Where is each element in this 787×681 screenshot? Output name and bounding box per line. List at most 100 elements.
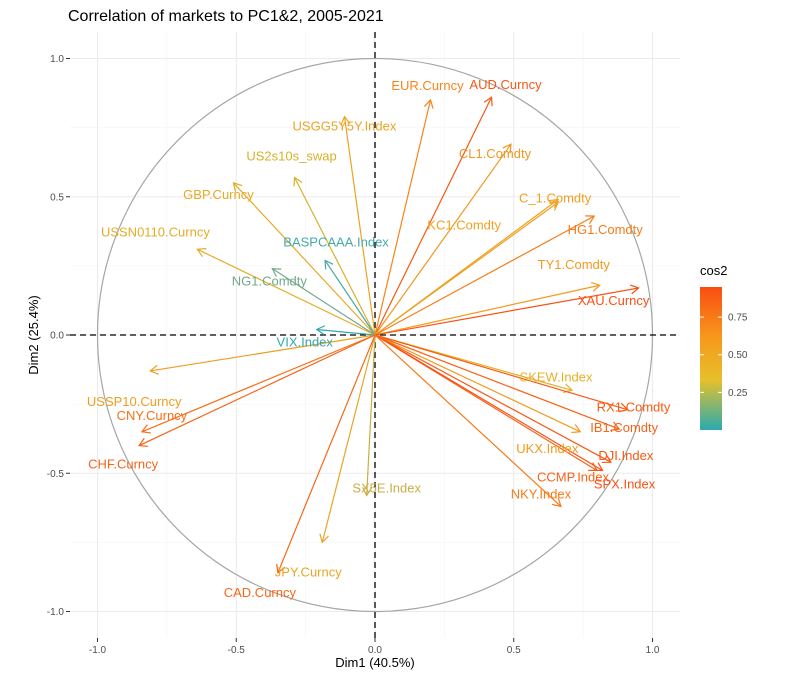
arrow-UKX.Index [374, 334, 581, 433]
label-NG1.Comdty: NG1.Comdty [232, 274, 308, 289]
legend-colorbar [700, 287, 722, 430]
arrowhead-USGG5Y5Y.Index [340, 115, 351, 126]
label-XAU.Curncy: XAU.Curncy [578, 293, 650, 308]
label-US2s10s_swap: US2s10s_swap [246, 148, 336, 163]
arrow-SX5E.Index [366, 334, 376, 496]
label-AUD.Curncy: AUD.Curncy [469, 77, 542, 92]
arrowhead-HG1.Comdty [585, 215, 596, 225]
x-tick-label: 1.0 [646, 645, 660, 656]
arrowhead-CHF.Curncy [138, 437, 149, 447]
axes: -1.0 -0.5 0.0 0.5 1.0 -1.0 -0.5 0.0 0.5 1.0 [47, 54, 660, 656]
label-USGG5Y5Y.Index: USGG5Y5Y.Index [293, 119, 397, 134]
cos2-legend: cos2 0.25 0.50 0.75 [700, 263, 748, 430]
x-tick-label: -1.0 [89, 645, 107, 656]
label-RX1.Comdty: RX1.Comdty [597, 400, 671, 415]
arrowhead-TY1.Comdty [591, 281, 601, 292]
arrow-RX1.Comdty [374, 334, 628, 411]
arrow-HG1.Comdty [374, 215, 595, 336]
arrow-KC1.Comdty [374, 201, 559, 336]
arrow-USSN0110.Curncy [197, 248, 376, 336]
legend-tick-label: 0.25 [728, 388, 748, 399]
arrow-CAD.Curncy [277, 334, 376, 574]
arrow-DJI.Index [374, 334, 612, 463]
arrowhead-NG1.Comdty [271, 267, 282, 277]
arrowhead-SPX.Index [593, 462, 604, 472]
label-USSN0110.Curncy: USSN0110.Curncy [101, 224, 210, 239]
arrowhead-USSP10.Curncy [149, 364, 159, 375]
label-IB1.Comdty: IB1.Comdty [590, 420, 658, 435]
arrows [138, 96, 640, 574]
legend-tick-label: 0.50 [728, 350, 748, 361]
x-tick-label: 0.5 [507, 645, 521, 656]
arrow-USSP10.Curncy [150, 334, 376, 372]
label-NKY.Index: NKY.Index [511, 486, 572, 501]
arrow-BASPCAAA.Index [324, 260, 376, 336]
legend-tick-label: 0.75 [728, 313, 748, 324]
y-tick-label: 0.5 [50, 192, 64, 203]
y-tick-label: -1.0 [47, 607, 65, 618]
label-CAD.Curncy: CAD.Curncy [224, 585, 297, 600]
arrowhead-IB1.Comdty [610, 421, 621, 431]
x-tick-label: 0.0 [368, 645, 382, 656]
arrow-US2s10s_swap [293, 177, 376, 336]
x-tick-label: -0.5 [228, 645, 246, 656]
arrowhead-AUD.Curncy [483, 96, 493, 107]
arrowhead-C_1.Comdty [549, 198, 560, 208]
arrow-NKY.Index [374, 334, 562, 507]
arrowhead-JPY.Curncy [319, 533, 329, 544]
arrowhead-US2s10s_swap [293, 176, 303, 187]
label-UKX.Index: UKX.Index [516, 441, 579, 456]
arrowhead-USSN0110.Curncy [196, 248, 207, 258]
label-USSP10.Curncy: USSP10.Curncy [87, 394, 182, 409]
arrowhead-EUR.Curncy [423, 98, 434, 109]
arrow-CNY.Curncy [141, 334, 376, 433]
label-CHF.Curncy: CHF.Curncy [88, 457, 159, 472]
arrow-AUD.Curncy [374, 96, 493, 336]
label-JPY.Curncy: JPY.Curncy [275, 564, 342, 579]
arrowhead-KC1.Comdty [549, 201, 560, 211]
chart-title: Correlation of markets to PC1&2, 2005-20… [68, 8, 384, 25]
y-tick-label: 0.0 [50, 331, 64, 342]
variable-labels: EUR.Curncy AUD.Curncy USGG5Y5Y.Index CL1.Co… [87, 77, 671, 600]
arrowhead-DJI.Index [601, 454, 612, 464]
y-axis-title: Dim2 (25.4%) [26, 295, 41, 374]
label-SX5E.Index: SX5E.Index [352, 480, 421, 495]
arrowhead-CAD.Curncy [276, 563, 286, 574]
arrowhead-XAU.Curncy [629, 284, 640, 295]
label-CL1.Comdty: CL1.Comdty [459, 146, 532, 161]
label-VIX.Index: VIX.Index [277, 334, 334, 349]
label-C_1.Comdty: C_1.Comdty [519, 191, 592, 206]
label-EUR.Curncy: EUR.Curncy [391, 78, 464, 93]
arrow-SPX.Index [374, 334, 603, 472]
arrow-XAU.Curncy [374, 287, 639, 336]
label-TY1.Comdty: TY1.Comdty [538, 257, 611, 272]
arrowhead-NKY.Index [552, 497, 562, 508]
arrowhead-CL1.Comdty [502, 143, 512, 154]
arrow-VIX.Index [316, 328, 376, 336]
arrow-EUR.Curncy [374, 99, 432, 336]
y-tick-label: 1.0 [50, 54, 64, 65]
label-CCMP.Index: CCMP.Index [537, 469, 610, 484]
arrow-IB1.Comdty [374, 334, 620, 430]
label-HG1.Comdty: HG1.Comdty [568, 222, 644, 237]
label-SPX.Index: SPX.Index [594, 476, 656, 491]
label-BASPCAAA.Index: BASPCAAA.Index [283, 234, 389, 249]
arrow-TY1.Comdty [374, 284, 600, 336]
label-DJI.Index: DJI.Index [598, 448, 653, 463]
legend-title: cos2 [700, 263, 727, 278]
arrowhead-GBP.Curncy [232, 182, 243, 192]
arrow-JPY.Curncy [321, 334, 376, 543]
arrow-NG1.Comdty [271, 268, 376, 336]
arrow-GBP.Curncy [233, 182, 376, 336]
arrowhead-CNY.Curncy [140, 424, 151, 434]
x-axis-title: Dim1 (40.5%) [335, 655, 414, 670]
arrow-USGG5Y5Y.Index [343, 116, 376, 336]
arrowhead-RX1.Comdty [618, 402, 629, 413]
arrow-CHF.Curncy [138, 334, 376, 447]
label-KC1.Comdty: KC1.Comdty [427, 217, 501, 232]
arrow-CL1.Comdty [374, 143, 512, 336]
arrowhead-BASPCAAA.Index [324, 259, 334, 270]
label-SKEW.Index: SKEW.Index [520, 369, 593, 384]
arrowhead-VIX.Index [315, 325, 326, 336]
